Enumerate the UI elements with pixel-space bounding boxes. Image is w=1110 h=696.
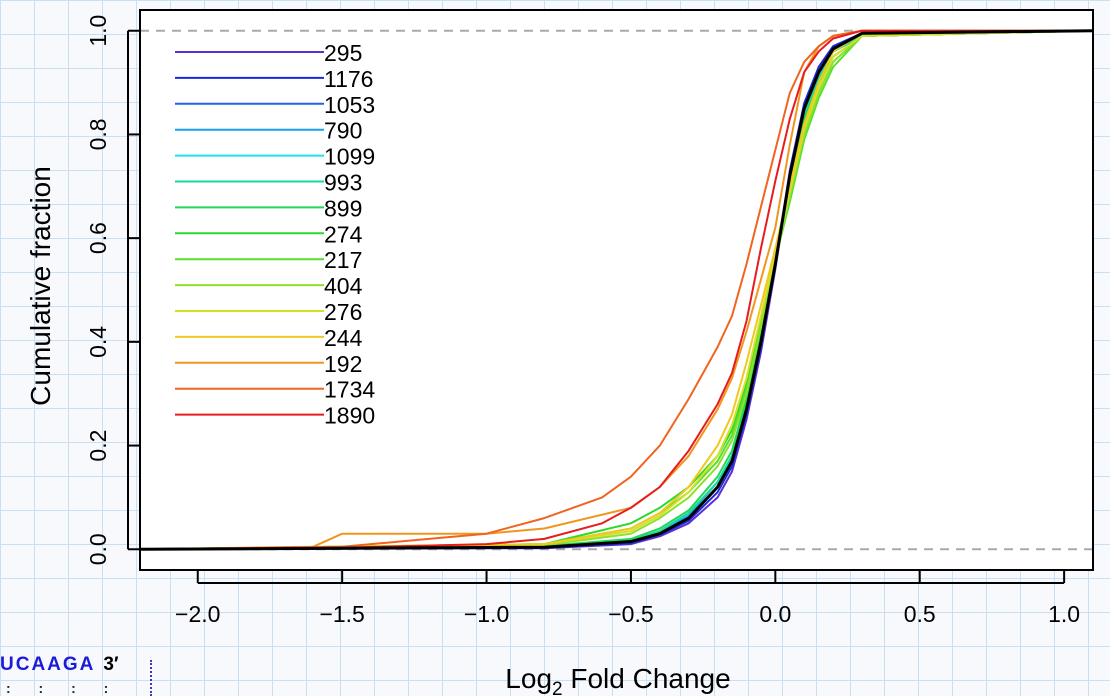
legend-label-1053: 1053 — [324, 92, 375, 118]
x-tick-label: −1.0 — [464, 601, 509, 627]
legend-label-217: 217 — [324, 247, 362, 273]
y-tick-label: 0.6 — [85, 222, 111, 254]
legend-label-1734: 1734 — [324, 377, 375, 403]
legend-label-993: 993 — [324, 170, 362, 196]
series-line-899 — [139, 29, 1094, 551]
legend-label-276: 276 — [324, 299, 362, 325]
y-tick-label: 0.0 — [85, 533, 111, 565]
sequence-letters: UCAAGA — [0, 654, 96, 675]
series-line-276 — [139, 29, 1094, 551]
x-tick-label: 1.0 — [1048, 601, 1080, 627]
y-tick-label: 0.8 — [85, 118, 111, 150]
y-axis-label: Cumulative fraction — [25, 166, 56, 406]
series-line-1890 — [139, 29, 1093, 551]
x-axis-label-base: Log — [505, 663, 552, 694]
x-axis-label-subscript: 2 — [552, 679, 563, 696]
y-tick-label: 1.0 — [85, 15, 111, 47]
sequence-pairing-dots: : : : : — [6, 680, 121, 696]
legend-label-1176: 1176 — [324, 66, 373, 92]
sequence-fragment: UCAAGA 3′ — [0, 654, 119, 676]
x-tick-label: 0.0 — [759, 601, 791, 627]
series-line-404 — [139, 29, 1094, 551]
x-tick-label: −1.5 — [319, 601, 364, 627]
x-tick-label: 0.5 — [904, 601, 936, 627]
y-tick-label: 0.2 — [85, 430, 111, 462]
x-axis-label-rest: Fold Change — [563, 663, 731, 694]
legend-label-1099: 1099 — [324, 144, 375, 170]
legend-label-274: 274 — [324, 221, 363, 247]
plot-frame — [139, 9, 1094, 571]
legend-label-244: 244 — [324, 325, 363, 351]
series-line-1734 — [139, 29, 1093, 551]
series-line-244 — [139, 29, 1094, 551]
series-line-reference — [139, 29, 1094, 551]
legend-label-192: 192 — [324, 351, 362, 377]
legend-label-790: 790 — [324, 118, 362, 144]
sequence-end-label: 3′ — [103, 654, 119, 675]
x-tick-label: −0.5 — [608, 601, 653, 627]
sequence-divider — [150, 660, 152, 696]
x-tick-label: −2.0 — [175, 601, 220, 627]
legend-label-295: 295 — [324, 40, 362, 66]
legend-label-899: 899 — [324, 195, 362, 221]
legend-label-404: 404 — [324, 273, 363, 299]
legend-label-1890: 1890 — [324, 403, 375, 429]
x-axis-label: Log2 Fold Change — [505, 663, 730, 696]
y-tick-label: 0.4 — [85, 326, 111, 358]
